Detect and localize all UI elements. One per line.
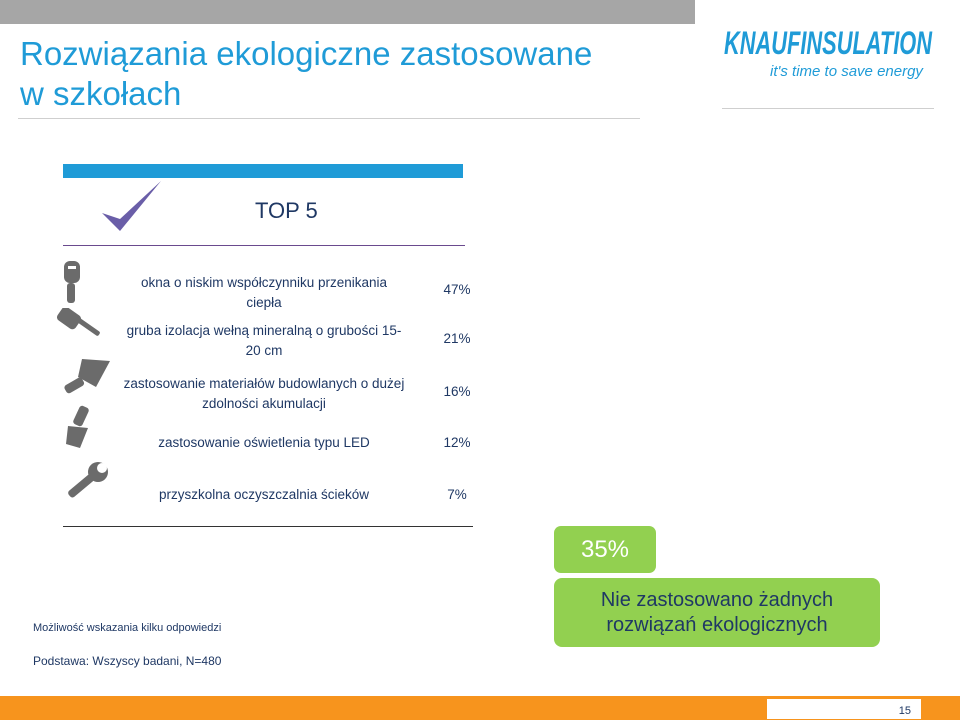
multiple-answers-note: Możliwość wskazania kilku odpowiedzi (33, 622, 222, 634)
paint-roller-icon (56, 308, 100, 336)
sample-base-note: Podstawa: Wszyscy badani, N=480 (33, 654, 222, 668)
item-value-insulation: 21% (443, 331, 471, 346)
item-value-materials: 16% (443, 384, 471, 399)
item-value-led: 12% (443, 435, 471, 450)
screwdriver-icon (64, 261, 80, 303)
blue-header-bar (63, 164, 463, 178)
wrench-icon (68, 462, 108, 498)
trowel-icon (64, 359, 110, 394)
item-value-windows: 47% (443, 282, 471, 297)
top-gray-bar (0, 0, 695, 24)
page-title-line-2: w szkołach (20, 75, 182, 112)
item-label-led: zastosowanie oświetlenia typu LED (158, 435, 370, 450)
no-solutions-percentage: 35% (554, 526, 656, 573)
top-heading: TOP 5 (255, 198, 318, 223)
logo-divider (722, 108, 934, 109)
logo-brand-text: KNAUFINSULATION (724, 25, 933, 61)
top-divider (63, 245, 465, 246)
item-label-wastewater: przyszkolna oczyszczalnia ścieków (158, 487, 370, 502)
item-label-materials: zastosowanie materiałów budowlanych o du… (123, 376, 405, 411)
item-value-wastewater: 7% (447, 487, 467, 502)
logo-tagline: it's time to save energy (770, 63, 924, 80)
paintbrush-icon (66, 405, 89, 448)
page-title-line-1: Rozwiązania ekologiczne zastosowane (20, 35, 593, 72)
list-bottom-divider (63, 526, 473, 527)
knauf-insulation-logo: KNAUFINSULATION it's time to save energy (724, 25, 933, 80)
checkmark-icon (102, 181, 161, 231)
item-label-insulation: gruba izolacja wełną mineralną o grubośc… (126, 323, 402, 358)
title-divider (18, 118, 640, 119)
page-title: Rozwiązania ekologiczne zastosowane w sz… (20, 34, 700, 114)
item-label-windows: okna o niskim współczynniku przenikania … (140, 275, 388, 310)
page-number: 15 (767, 699, 921, 719)
no-solutions-callout: Nie zastosowano żadnych rozwiązań ekolog… (554, 578, 880, 647)
